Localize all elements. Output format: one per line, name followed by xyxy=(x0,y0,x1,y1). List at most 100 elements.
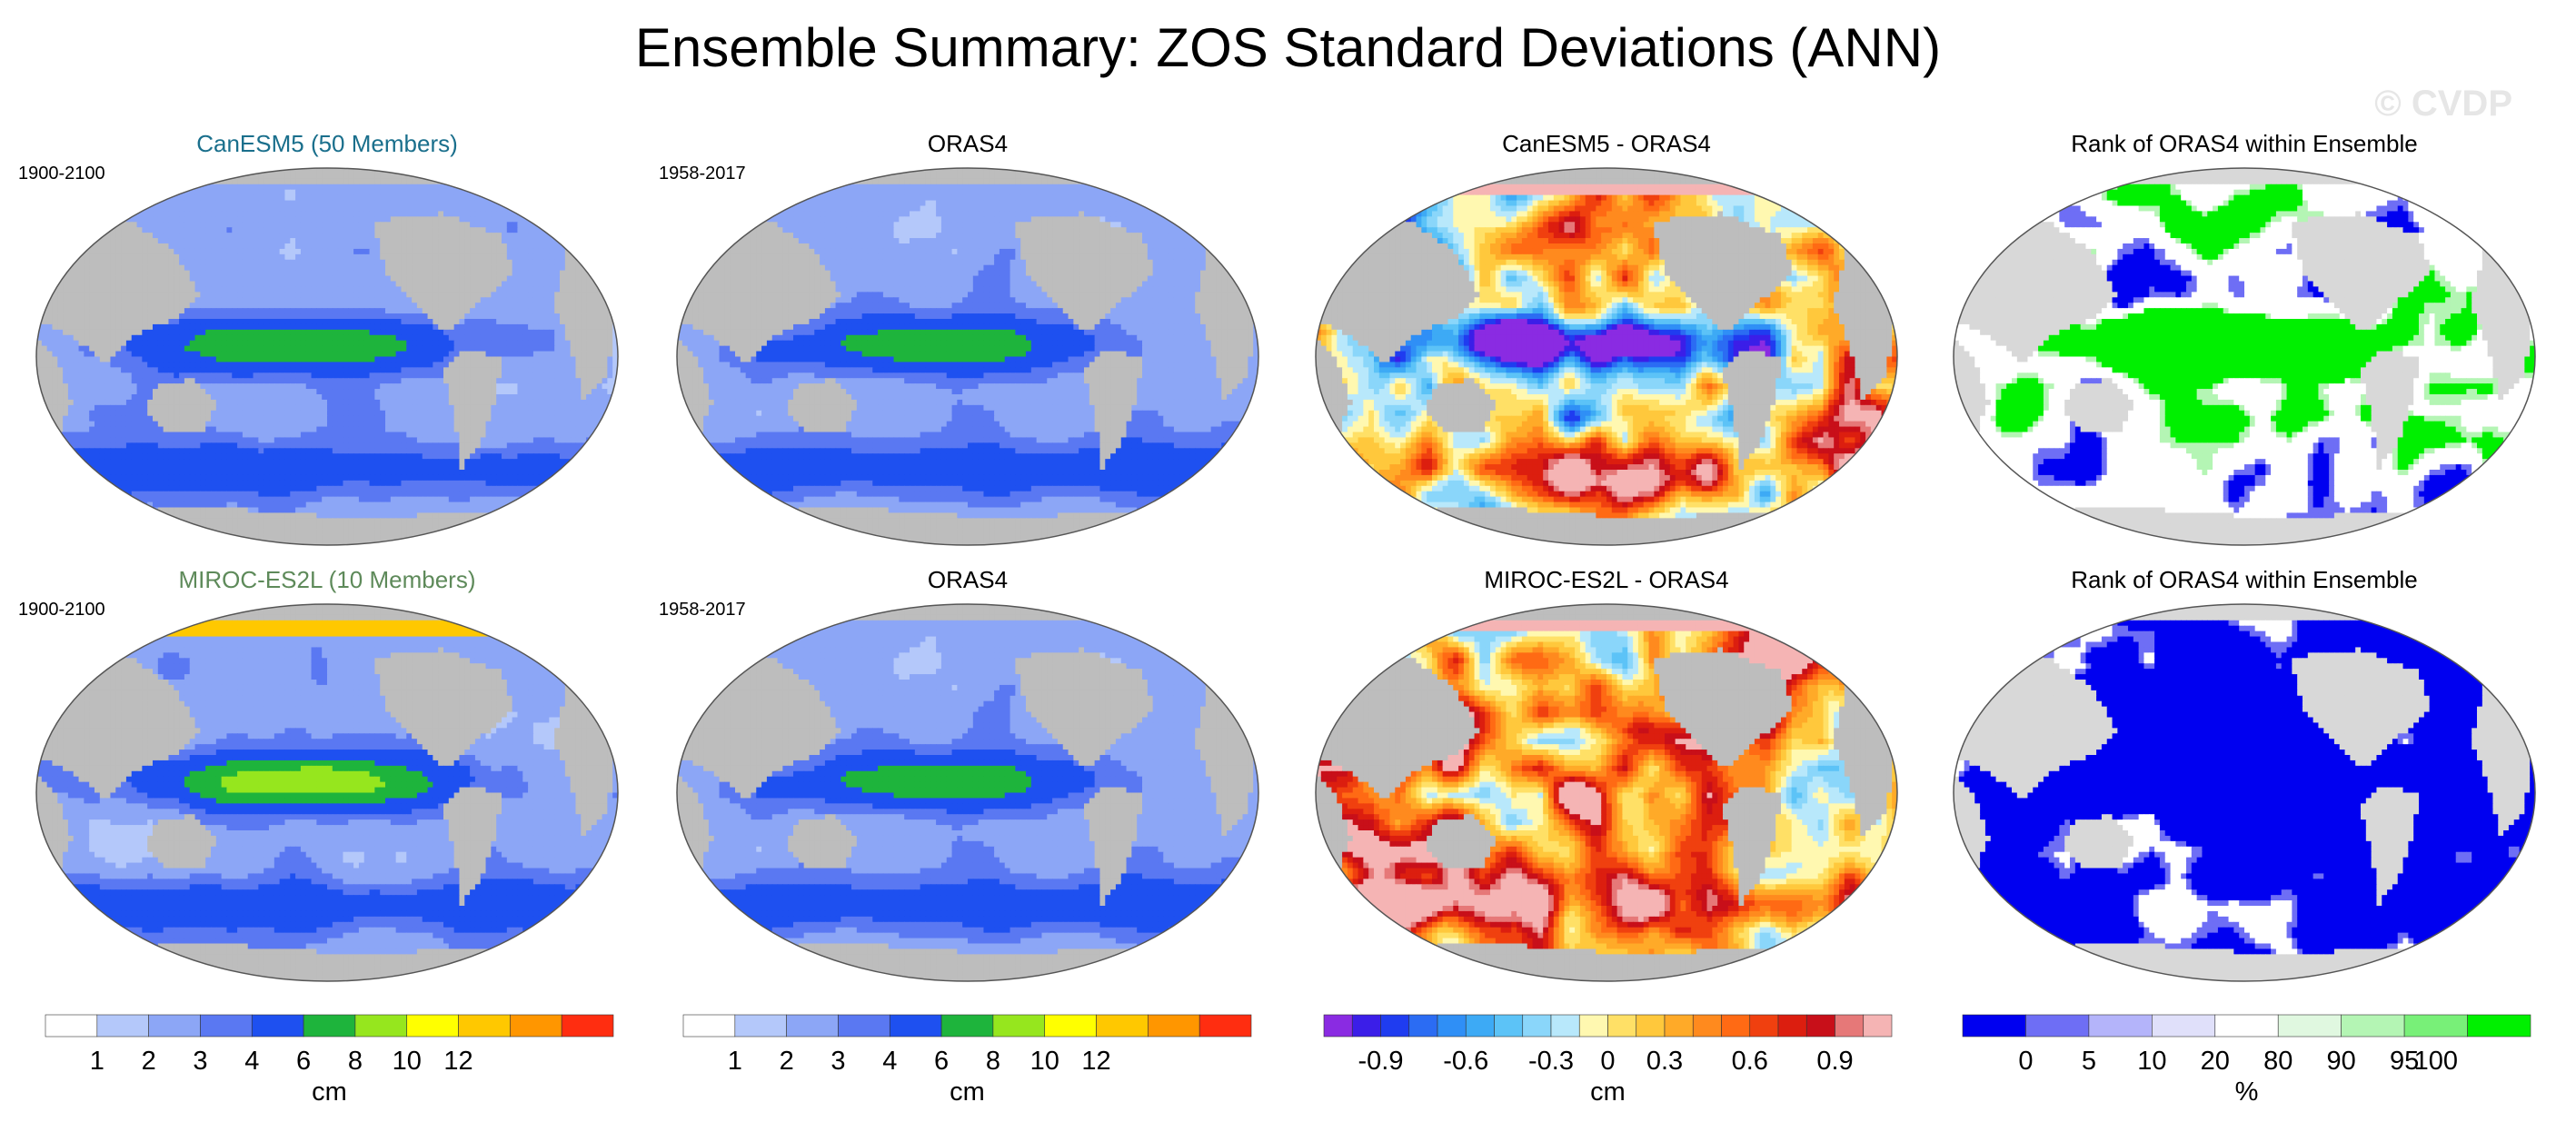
rank-row1-title: Rank of ORAS4 within Ensemble xyxy=(2071,130,2418,157)
std-colorbar-2-tick-label: 3 xyxy=(830,1047,845,1076)
rank-colorbar-swatch xyxy=(1963,1015,2025,1037)
std-colorbar-2-swatch xyxy=(1045,1015,1097,1037)
std-colorbar-1-tick-label: 6 xyxy=(296,1047,311,1076)
oras4-std-row1-years: 1958-2017 xyxy=(659,164,746,184)
std-colorbar-2-swatch xyxy=(838,1015,890,1037)
rank-colorbar-tick-label: 5 xyxy=(2082,1047,2096,1076)
std-colorbar-1-tick-label: 10 xyxy=(393,1047,422,1076)
rank-row2-heatmap-cells xyxy=(1954,604,2536,982)
rank-row1-heatmap-cells xyxy=(1954,168,2536,546)
rank-colorbar-swatch xyxy=(2152,1015,2214,1037)
std-colorbar-2-swatch xyxy=(787,1015,839,1037)
std-colorbar-1-swatch xyxy=(303,1015,355,1037)
std-colorbar-1-tick-label: 1 xyxy=(90,1047,104,1076)
canesm5-std-years: 1900-2100 xyxy=(18,164,105,184)
std-colorbar-1-swatch xyxy=(510,1015,562,1037)
std-colorbar-1-swatch xyxy=(149,1015,201,1037)
std-colorbar-2-swatch xyxy=(735,1015,787,1037)
diff-colorbar-tick-label: 0.9 xyxy=(1816,1047,1853,1076)
std-colorbar-1-tick-label: 4 xyxy=(244,1047,259,1076)
rank-colorbar-swatch xyxy=(2404,1015,2467,1037)
std-colorbar-2-units: cm xyxy=(950,1077,985,1107)
diff-colorbar-swatch xyxy=(1324,1015,1352,1037)
miroc-minus-oras4-map xyxy=(1316,604,1898,982)
diff-colorbar xyxy=(1324,1015,1892,1037)
std-colorbar-2-tick-label: 6 xyxy=(934,1047,949,1076)
diff-colorbar-swatch xyxy=(1579,1015,1607,1037)
canesm5-std-map xyxy=(36,168,619,546)
std-colorbar-1-swatch xyxy=(562,1015,613,1037)
rank-colorbar-swatch xyxy=(2215,1015,2278,1037)
diff-colorbar-swatch xyxy=(1778,1015,1806,1037)
miroc-minus-oras4-title: MIROC-ES2L - ORAS4 xyxy=(1484,566,1728,593)
diff-colorbar-tick-label: -0.9 xyxy=(1358,1047,1404,1076)
rank-colorbar-swatch xyxy=(2089,1015,2152,1037)
canesm5-std-heatmap-cells xyxy=(36,168,619,546)
oras4-std-row2-map xyxy=(677,604,1259,982)
oras4-std-row2-years: 1958-2017 xyxy=(659,600,746,620)
diff-colorbar-swatch xyxy=(1437,1015,1466,1037)
rank-colorbar-tick-label: 90 xyxy=(2327,1047,2356,1076)
std-colorbar-2-tick-label: 8 xyxy=(986,1047,1000,1076)
diff-colorbar-tick-label: -0.3 xyxy=(1528,1047,1574,1076)
miroc-std-title: MIROC-ES2L (10 Members) xyxy=(179,566,476,593)
std-colorbar-2-swatch xyxy=(941,1015,993,1037)
miroc-std-map xyxy=(36,604,619,982)
miroc-std-years: 1900-2100 xyxy=(18,600,105,620)
std-colorbar-2-swatch xyxy=(683,1015,735,1037)
std-colorbar-1-tick-label: 2 xyxy=(142,1047,156,1076)
diff-colorbar-swatch xyxy=(1381,1015,1409,1037)
diff-colorbar-swatch xyxy=(1409,1015,1437,1037)
std-colorbar-1-tick-label: 8 xyxy=(348,1047,363,1076)
rank-colorbar-swatch xyxy=(2468,1015,2531,1037)
rank-row1-map xyxy=(1954,168,2536,546)
diff-colorbar-swatch xyxy=(1523,1015,1551,1037)
oras4-std-row1-map xyxy=(677,168,1259,546)
oras4-std-row1-title: ORAS4 xyxy=(928,130,1008,157)
diff-colorbar-units: cm xyxy=(1590,1077,1626,1107)
std-colorbar-1-swatch xyxy=(407,1015,459,1037)
std-colorbar-2-swatch xyxy=(1199,1015,1251,1037)
canesm5-std-title: CanESM5 (50 Members) xyxy=(196,130,458,157)
std-colorbar-1 xyxy=(45,1015,613,1037)
std-colorbar-1-swatch xyxy=(200,1015,252,1037)
rank-colorbar-tick-label: 80 xyxy=(2263,1047,2293,1076)
diff-colorbar-swatch xyxy=(1864,1015,1892,1037)
std-colorbar-1-swatch xyxy=(45,1015,97,1037)
miroc-std-heatmap-cells xyxy=(36,604,619,982)
diff-colorbar-swatch xyxy=(1750,1015,1778,1037)
rank-row2-title: Rank of ORAS4 within Ensemble xyxy=(2071,566,2418,593)
canesm5-minus-oras4-title: CanESM5 - ORAS4 xyxy=(1502,130,1711,157)
diff-colorbar-swatch xyxy=(1495,1015,1523,1037)
std-colorbar-1-swatch xyxy=(252,1015,303,1037)
rank-colorbar-tick-label: 100 xyxy=(2414,1047,2458,1076)
diff-colorbar-swatch xyxy=(1466,1015,1494,1037)
miroc-minus-oras4-heatmap-cells xyxy=(1316,604,1898,982)
std-colorbar-2-swatch xyxy=(1148,1015,1199,1037)
std-colorbar-2-tick-label: 12 xyxy=(1081,1047,1110,1076)
std-colorbar-2 xyxy=(683,1015,1251,1037)
std-colorbar-2-tick-label: 2 xyxy=(780,1047,794,1076)
std-colorbar-2-swatch xyxy=(993,1015,1045,1037)
diff-colorbar-swatch xyxy=(1835,1015,1864,1037)
diff-colorbar-tick-label: 0 xyxy=(1600,1047,1615,1076)
diff-colorbar-swatch xyxy=(1806,1015,1835,1037)
std-colorbar-1-swatch xyxy=(459,1015,511,1037)
rank-colorbar-tick-label: 10 xyxy=(2137,1047,2166,1076)
canesm5-minus-oras4-map xyxy=(1316,168,1898,546)
diff-colorbar-swatch xyxy=(1722,1015,1750,1037)
oras4-std-row2-title: ORAS4 xyxy=(928,566,1008,593)
diff-colorbar-swatch xyxy=(1665,1015,1693,1037)
std-colorbar-1-swatch xyxy=(97,1015,149,1037)
diff-colorbar-tick-label: -0.6 xyxy=(1443,1047,1488,1076)
diff-colorbar-tick-label: 0.6 xyxy=(1732,1047,1768,1076)
diff-colorbar-swatch xyxy=(1551,1015,1579,1037)
rank-colorbar-swatch xyxy=(2342,1015,2404,1037)
std-colorbar-1-tick-label: 3 xyxy=(193,1047,207,1076)
rank-colorbar xyxy=(1963,1015,2531,1037)
diff-colorbar-swatch xyxy=(1636,1015,1665,1037)
canesm5-minus-oras4-heatmap-cells xyxy=(1316,168,1898,546)
std-colorbar-2-swatch xyxy=(890,1015,941,1037)
